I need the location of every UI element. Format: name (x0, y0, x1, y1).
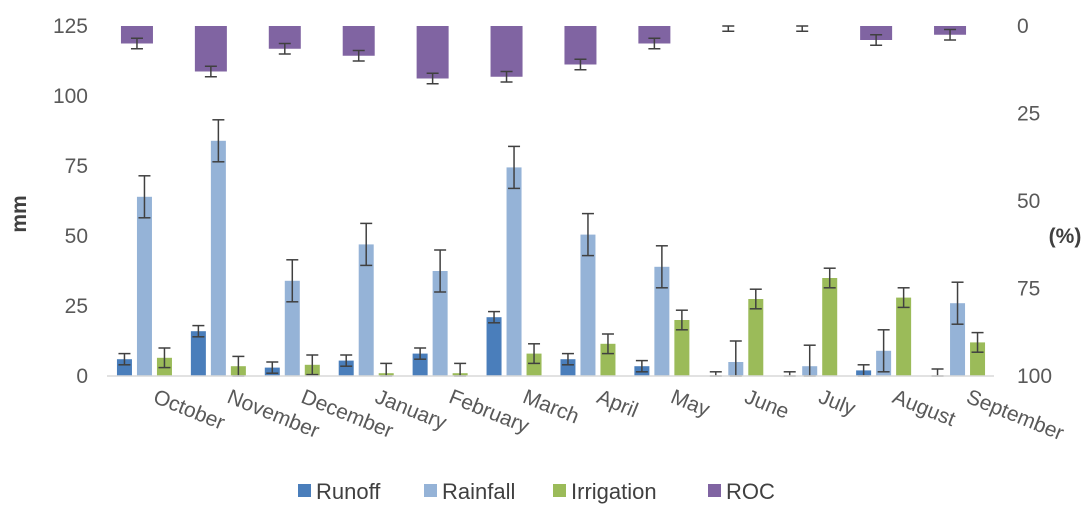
y-axis-right-label: (%) (1049, 225, 1082, 248)
bar-rainfall-february (432, 271, 448, 376)
bar-runoff-march (486, 317, 502, 376)
bar-rainfall-november (210, 140, 226, 376)
y-tick-right-50: 50 (1017, 190, 1040, 213)
bar-rainfall-september (950, 303, 966, 376)
y-tick-left-125: 125 (53, 15, 88, 38)
bar-runoff-november (190, 331, 206, 376)
bar-rainfall-may (654, 266, 670, 376)
bar-irrigation-march (526, 353, 542, 376)
bar-irrigation-august (896, 297, 912, 376)
legend-swatch-runoff (298, 484, 311, 497)
bar-roc-november (194, 26, 227, 72)
bar-runoff-april (560, 359, 576, 376)
bar-runoff-october (116, 359, 132, 376)
bar-irrigation-june (748, 299, 764, 376)
y-tick-right-25: 25 (1017, 103, 1040, 126)
y-tick-left-50: 50 (65, 225, 88, 248)
legend-swatch-rainfall (424, 484, 437, 497)
x-tick-may: May (668, 385, 714, 421)
x-tick-august: August (889, 385, 958, 431)
bar-roc-march (490, 26, 523, 77)
y-axis-right-ticks: 0 25 50 75 100 (1017, 15, 1052, 388)
bar-rainfall-march (506, 167, 522, 376)
y-tick-right-75: 75 (1017, 278, 1040, 301)
x-tick-september: September (963, 385, 1067, 445)
x-tick-june: June (741, 385, 792, 423)
bar-irrigation-september (970, 342, 986, 376)
x-tick-july: July (815, 385, 859, 421)
bar-rainfall-april (580, 234, 596, 376)
bar-roc-april (564, 26, 597, 65)
y-tick-left-0: 0 (76, 365, 88, 388)
bar-rainfall-january (358, 244, 374, 376)
legend-label-roc: ROC (726, 479, 775, 504)
bar-rainfall-december (284, 280, 300, 376)
bars (116, 26, 986, 376)
y-tick-left-25: 25 (65, 295, 88, 318)
bar-rainfall-october (136, 196, 152, 376)
legend-swatch-irrigation (553, 484, 566, 497)
y-tick-right-0: 0 (1017, 15, 1029, 38)
bar-roc-february (416, 26, 449, 79)
error-bars (118, 25, 984, 377)
legend-label-rainfall: Rainfall (442, 479, 515, 504)
bar-roc-august (860, 26, 893, 40)
x-tick-february: February (446, 385, 533, 438)
x-tick-april: April (594, 385, 642, 422)
y-tick-left-100: 100 (53, 85, 88, 108)
legend-label-irrigation: Irrigation (571, 479, 657, 504)
x-tick-october: October (150, 385, 228, 434)
bar-runoff-january (338, 360, 354, 376)
bar-roc-december (268, 26, 301, 49)
y-axis-left-ticks: 0 25 50 75 100 125 (53, 15, 88, 388)
bar-irrigation-july (822, 278, 838, 376)
bar-irrigation-may (674, 320, 690, 376)
legend-swatch-roc (708, 484, 721, 497)
legend-label-runoff: Runoff (316, 479, 381, 504)
bar-irrigation-april (600, 343, 616, 376)
y-axis-left-label: mm (8, 195, 31, 232)
x-axis-ticks: OctoberNovemberDecemberJanuaryFebruaryMa… (150, 385, 1067, 445)
bar-roc-may (638, 26, 671, 44)
bar-roc-october (120, 26, 153, 44)
y-tick-right-100: 100 (1017, 365, 1052, 388)
y-tick-left-75: 75 (65, 155, 88, 178)
legend: Runoff Rainfall Irrigation ROC (298, 479, 775, 504)
